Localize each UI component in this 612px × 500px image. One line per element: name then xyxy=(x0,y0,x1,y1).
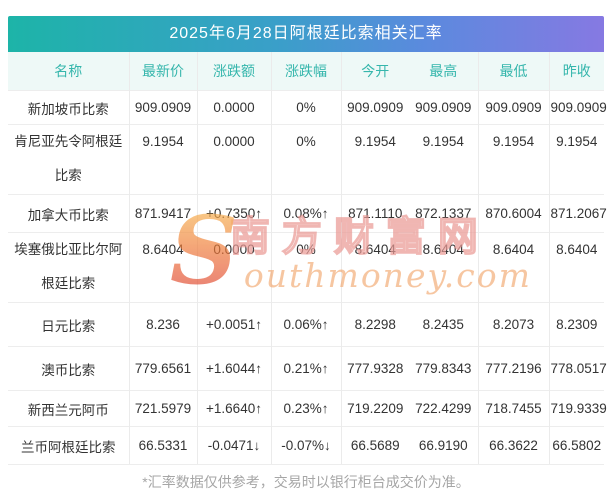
cell-currency-name: 埃塞俄比亚比尔阿根廷比索 xyxy=(8,232,129,303)
cell-prev-close: 871.2067 xyxy=(548,194,607,233)
cell-change: 0.0000 xyxy=(196,90,271,125)
cell-prev-close: 8.2309 xyxy=(548,302,604,347)
cell-prev-close: 719.9339 xyxy=(548,390,607,427)
table-row: 日元比索 8.236 +0.0051↑ 0.06%↑ 8.2298 8.2435… xyxy=(8,302,604,347)
column-header-prev-close: 昨收 xyxy=(548,52,604,91)
cell-open: 871.1110 xyxy=(340,194,409,233)
column-header-open: 今开 xyxy=(340,52,409,91)
cell-low: 8.2073 xyxy=(477,302,549,347)
table-row: 埃塞俄比亚比尔阿根廷比索 8.6404 0.0000 0% 8.6404 8.6… xyxy=(8,232,604,303)
cell-currency-name: 澳币比索 xyxy=(8,346,129,391)
exchange-rate-table: 名称 最新价 涨跌额 涨跌幅 今开 最高 最低 昨收 新加坡币比索 909.09… xyxy=(8,52,607,465)
cell-change: 0.0000 xyxy=(196,232,271,303)
cell-currency-name: 兰币阿根廷比索 xyxy=(8,426,129,465)
cell-high: 8.6404 xyxy=(409,232,478,303)
disclaimer-footnote: *汇率数据仅供参考，交易时以银行柜台成交价为准。 xyxy=(142,474,470,490)
cell-low: 777.2196 xyxy=(477,346,549,391)
table-title-bar: 2025年6月28日阿根廷比索相关汇率 xyxy=(8,16,604,52)
cell-low: 870.6004 xyxy=(477,194,549,233)
cell-change: +1.6044↑ xyxy=(196,346,271,391)
cell-change: -0.0471↓ xyxy=(196,426,271,465)
cell-currency-name: 加拿大币比索 xyxy=(8,194,129,233)
cell-change-pct: 0% xyxy=(270,90,341,125)
cell-currency-name: 肯尼亚先令阿根廷比索 xyxy=(8,124,129,195)
cell-change: +1.6640↑ xyxy=(196,390,271,427)
cell-change-pct: -0.07%↓ xyxy=(270,426,341,465)
cell-last-price: 9.1954 xyxy=(128,124,197,195)
cell-change-pct: 0% xyxy=(270,232,341,303)
table-row: 加拿大币比索 871.9417 +0.7350↑ 0.08%↑ 871.1110… xyxy=(8,194,607,233)
cell-currency-name: 新西兰元阿币 xyxy=(8,390,129,427)
cell-change: +0.0051↑ xyxy=(196,302,271,347)
cell-change-pct: 0% xyxy=(270,124,341,195)
cell-last-price: 721.5979 xyxy=(128,390,197,427)
cell-last-price: 909.0909 xyxy=(128,90,197,125)
table-row: 澳币比索 779.6561 +1.6044↑ 0.21%↑ 777.9328 7… xyxy=(8,346,607,391)
column-header-last-price: 最新价 xyxy=(128,52,197,91)
cell-last-price: 8.236 xyxy=(128,302,197,347)
cell-high: 779.8343 xyxy=(409,346,478,391)
cell-prev-close: 8.6404 xyxy=(548,232,604,303)
cell-currency-name: 日元比索 xyxy=(8,302,129,347)
cell-high: 872.1337 xyxy=(409,194,478,233)
cell-last-price: 871.9417 xyxy=(128,194,197,233)
table-row: 肯尼亚先令阿根廷比索 9.1954 0.0000 0% 9.1954 9.195… xyxy=(8,124,604,195)
column-header-low: 最低 xyxy=(477,52,549,91)
cell-high: 722.4299 xyxy=(409,390,478,427)
cell-low: 9.1954 xyxy=(477,124,549,195)
cell-low: 718.7455 xyxy=(477,390,549,427)
cell-last-price: 779.6561 xyxy=(128,346,197,391)
header-row: 名称 最新价 涨跌额 涨跌幅 今开 最高 最低 昨收 xyxy=(8,52,604,91)
cell-prev-close: 9.1954 xyxy=(548,124,604,195)
cell-change-pct: 0.23%↑ xyxy=(270,390,341,427)
table-row: 兰币阿根廷比索 66.5331 -0.0471↓ -0.07%↓ 66.5689… xyxy=(8,426,604,465)
cell-prev-close: 909.0909 xyxy=(548,90,607,125)
cell-high: 8.2435 xyxy=(409,302,478,347)
cell-last-price: 8.6404 xyxy=(128,232,197,303)
cell-open: 777.9328 xyxy=(340,346,409,391)
cell-open: 909.0909 xyxy=(340,90,409,125)
cell-open: 8.2298 xyxy=(340,302,409,347)
cell-change-pct: 0.08%↑ xyxy=(270,194,341,233)
cell-prev-close: 778.0517 xyxy=(548,346,607,391)
cell-open: 8.6404 xyxy=(340,232,409,303)
cell-high: 66.9190 xyxy=(409,426,478,465)
cell-currency-name: 新加坡币比索 xyxy=(8,90,129,125)
column-header-high: 最高 xyxy=(409,52,478,91)
cell-open: 9.1954 xyxy=(340,124,409,195)
cell-open: 719.2209 xyxy=(340,390,409,427)
cell-low: 8.6404 xyxy=(477,232,549,303)
cell-low: 909.0909 xyxy=(477,90,549,125)
cell-change: 0.0000 xyxy=(196,124,271,195)
column-header-change: 涨跌额 xyxy=(196,52,271,91)
cell-high: 9.1954 xyxy=(409,124,478,195)
cell-low: 66.3622 xyxy=(477,426,549,465)
cell-open: 66.5689 xyxy=(340,426,409,465)
table-row: 新加坡币比索 909.0909 0.0000 0% 909.0909 909.0… xyxy=(8,90,607,125)
cell-change: +0.7350↑ xyxy=(196,194,271,233)
column-header-name: 名称 xyxy=(8,52,129,91)
column-header-change-pct: 涨跌幅 xyxy=(270,52,341,91)
table-header: 名称 最新价 涨跌额 涨跌幅 今开 最高 最低 昨收 xyxy=(8,52,604,91)
cell-prev-close: 66.5802 xyxy=(548,426,604,465)
table-row: 新西兰元阿币 721.5979 +1.6640↑ 0.23%↑ 719.2209… xyxy=(8,390,607,427)
cell-last-price: 66.5331 xyxy=(128,426,197,465)
cell-change-pct: 0.21%↑ xyxy=(270,346,341,391)
cell-high: 909.0909 xyxy=(409,90,478,125)
table-body: 新加坡币比索 909.0909 0.0000 0% 909.0909 909.0… xyxy=(8,90,607,465)
cell-change-pct: 0.06%↑ xyxy=(270,302,341,347)
